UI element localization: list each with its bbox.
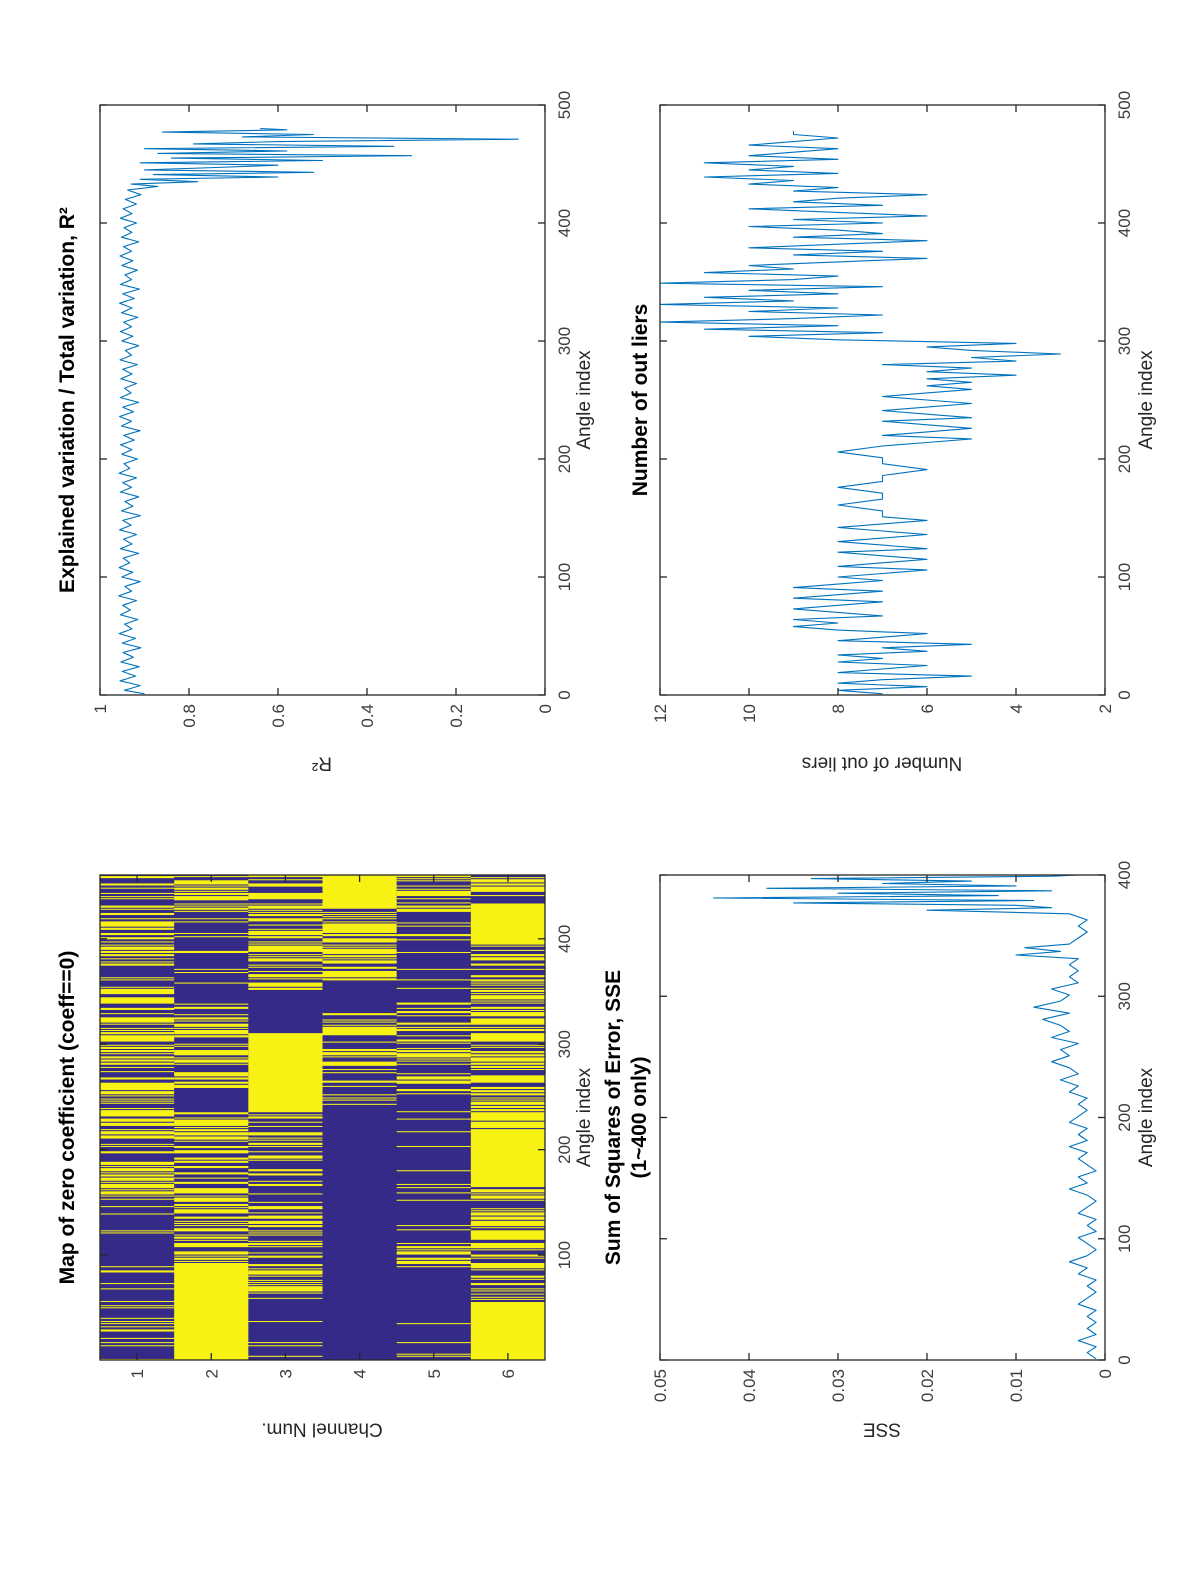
svg-text:400: 400 [1115,861,1134,889]
svg-text:0.4: 0.4 [358,704,377,728]
heatmap-ylabel: Channel Num. [261,1418,383,1440]
svg-text:0: 0 [555,690,574,699]
svg-text:100: 100 [1115,1225,1134,1253]
svg-text:0.2: 0.2 [447,704,466,728]
r2-ylabel: R² [311,752,333,774]
svg-text:2: 2 [202,1369,221,1378]
svg-text:6: 6 [499,1369,518,1378]
svg-text:500: 500 [555,91,574,119]
svg-text:300: 300 [1115,982,1134,1010]
r2-title: Explained variation / Total variation, R… [56,207,79,593]
svg-text:100: 100 [1115,563,1134,591]
sse-xlabel: Angle index [1136,1067,1157,1168]
svg-text:1: 1 [128,1369,147,1378]
svg-text:10: 10 [740,704,759,723]
svg-text:400: 400 [555,925,574,953]
svg-text:0.6: 0.6 [269,704,288,728]
svg-text:300: 300 [555,327,574,355]
sse-ylabel: SSE [862,1418,902,1440]
svg-text:400: 400 [555,209,574,237]
svg-text:1: 1 [91,704,110,713]
svg-text:0.8: 0.8 [180,704,199,728]
svg-text:500: 500 [1115,91,1134,119]
sse-title: Sum of Squares of Error, SSE (1~400 only… [601,875,653,1360]
svg-text:0.01: 0.01 [1007,1369,1026,1402]
outliers-plot: 0 100 200 300 400 500 2 4 6 8 10 12 [651,91,1134,723]
svg-text:0: 0 [1115,1355,1134,1364]
svg-text:0: 0 [1096,1369,1115,1378]
heatmap-title: Map of zero coefficient (coeff==0) [56,950,79,1285]
svg-text:0.03: 0.03 [829,1369,848,1402]
svg-text:300: 300 [1115,327,1134,355]
svg-text:200: 200 [1115,1103,1134,1131]
sse-title-line-1: Sum of Squares of Error, SSE [602,969,625,1266]
svg-text:6: 6 [918,704,937,713]
svg-text:4: 4 [351,1369,370,1378]
r2-plot: 0 100 200 300 400 500 0 0.2 0.4 0.6 0.8 1 [91,91,574,728]
zero-coefficient-map: 100 200 300 400 1 2 3 4 5 6 [99,874,574,1378]
svg-text:100: 100 [555,563,574,591]
svg-text:300: 300 [555,1030,574,1058]
svg-text:200: 200 [555,445,574,473]
sse-plot: 0 100 200 300 400 0 0.01 0.02 0.03 0.04 0.05 [651,861,1134,1402]
svg-text:5: 5 [425,1369,444,1378]
svg-text:0.05: 0.05 [651,1369,670,1402]
outliers-title: Number of out liers [629,303,652,497]
svg-text:3: 3 [276,1369,295,1378]
r2-xlabel: Angle index [574,350,595,450]
svg-text:100: 100 [555,1241,574,1269]
svg-text:0: 0 [1115,690,1134,699]
svg-text:0.04: 0.04 [740,1369,759,1402]
svg-text:4: 4 [1007,704,1026,713]
svg-text:0.02: 0.02 [918,1369,937,1402]
sse-title-line-2: (1~400 only) [628,1056,651,1179]
svg-text:400: 400 [1115,209,1134,237]
svg-text:12: 12 [651,704,670,723]
svg-text:2: 2 [1096,704,1115,713]
outliers-xlabel: Angle index [1136,350,1157,450]
svg-text:8: 8 [829,704,848,713]
svg-text:0: 0 [536,704,555,713]
heatmap-xlabel: Angle index [574,1067,595,1168]
outliers-ylabel: Number of out liers [801,752,963,774]
svg-text:200: 200 [1115,445,1134,473]
svg-text:200: 200 [555,1135,574,1163]
